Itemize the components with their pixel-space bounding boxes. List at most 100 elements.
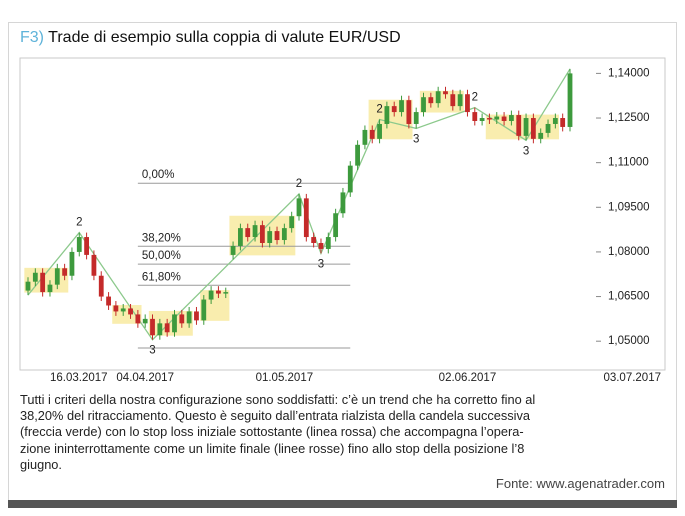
candle-body [516, 115, 522, 136]
candle-body [135, 314, 141, 324]
x-tick-label: 01.05.2017 [256, 372, 314, 384]
y-tick-label: 1,11000 [608, 157, 649, 169]
y-tick-label: 1,12500 [608, 112, 650, 124]
candle-body [333, 213, 339, 238]
candle-body [479, 118, 485, 121]
range-box [368, 99, 413, 140]
candle-body [62, 268, 68, 276]
candle-body [179, 314, 185, 324]
candle-body [245, 228, 251, 238]
candle-body [113, 305, 119, 312]
candle-body [377, 123, 382, 139]
wave-label: 3 [318, 258, 324, 270]
candle-body [325, 237, 331, 249]
candle-body [186, 311, 192, 324]
y-tick-label: 1,14000 [608, 67, 650, 79]
candle-body [120, 308, 126, 312]
source: Fonte: www.agenatrader.com [495, 476, 665, 491]
candle-body [311, 237, 317, 243]
candle-body [530, 118, 536, 139]
candle-body [259, 225, 265, 243]
candle-body [25, 281, 31, 291]
range-box [148, 310, 193, 336]
y-tick-label: 1,09500 [608, 201, 650, 213]
candle-body [142, 318, 148, 324]
wave-label: 3 [523, 145, 529, 157]
candle-body [552, 118, 558, 124]
candle-body [435, 91, 441, 104]
candle-body [450, 94, 456, 107]
candle-body [106, 296, 111, 306]
y-tick-label: 1,05000 [608, 335, 650, 347]
candle-body [164, 323, 170, 333]
candle-body [406, 100, 412, 124]
candle-body [303, 198, 309, 238]
candle-body [391, 106, 397, 113]
candle-body [223, 292, 229, 294]
candle-body [194, 311, 199, 321]
x-tick-label: 02.06.2017 [439, 372, 497, 384]
candle-body [494, 116, 500, 120]
candle-body [54, 268, 60, 285]
candle-body [32, 272, 38, 282]
caption-line: 38,20% del ritracciamento. Questo è segu… [20, 408, 531, 424]
candle-body [501, 116, 507, 121]
candle-body [538, 132, 544, 139]
candle-body [267, 231, 273, 243]
y-tick-label: 1,06500 [608, 291, 650, 303]
wave-label: 3 [149, 345, 155, 357]
candle-body [150, 318, 155, 336]
wave-label: 3 [413, 133, 419, 145]
candle-body [238, 228, 243, 246]
candle-body [318, 243, 324, 249]
candle-body [457, 94, 463, 107]
caption-line: (freccia verde) con lo stop loss inizial… [20, 424, 524, 440]
range-box [24, 267, 69, 293]
candle-body [208, 290, 214, 300]
candle-body [296, 198, 302, 217]
candle-body [98, 275, 104, 297]
caption-line: zione ininterrottamente come un limite f… [20, 440, 525, 456]
plot-frame [19, 57, 666, 371]
candle-body [487, 118, 492, 120]
candle-body [384, 106, 390, 124]
candle-body [216, 290, 221, 294]
wave-label: 2 [76, 217, 82, 229]
candle-body [399, 100, 404, 113]
candle-body [230, 245, 236, 255]
candle-body [201, 299, 207, 321]
candle-body [560, 118, 566, 127]
x-tick-label: 03.07.2017 [603, 372, 661, 384]
candle-body [91, 254, 97, 276]
candle-body [472, 112, 478, 121]
y-tick-label: 1,08000 [608, 246, 650, 258]
caption: Tutti i criteri della nostra configurazi… [20, 392, 535, 473]
candle-body [157, 323, 163, 336]
chart: 0,00% 38,20% 50,00% 61,80% 1,14000 1,12500 1,1… [19, 57, 666, 384]
level-label: 0,00% [142, 169, 175, 181]
candle-body [428, 97, 434, 104]
candle-body [76, 237, 82, 252]
level-label: 50,00% [142, 250, 181, 262]
candle-body [567, 73, 573, 127]
candle-body [413, 112, 419, 124]
candle-body [40, 272, 46, 293]
range-box [112, 305, 142, 324]
candle-body [355, 144, 360, 166]
candle-body [274, 231, 280, 241]
candle-body [369, 129, 375, 139]
candle-body [172, 314, 177, 333]
candle-body [69, 251, 75, 276]
candle-body [443, 91, 448, 95]
title: F3) Trade di esempio sulla coppia di val… [20, 29, 401, 47]
candle-body [523, 118, 529, 136]
candle-body [47, 284, 53, 293]
candle-body [128, 308, 133, 315]
wave-label: 2 [296, 178, 302, 190]
wave-label: 2 [472, 92, 478, 104]
caption-line: Tutti i criteri della nostra configurazi… [20, 392, 536, 407]
candle-body [509, 115, 514, 121]
range-box [419, 90, 464, 113]
caption-line: giugno. [20, 456, 62, 472]
